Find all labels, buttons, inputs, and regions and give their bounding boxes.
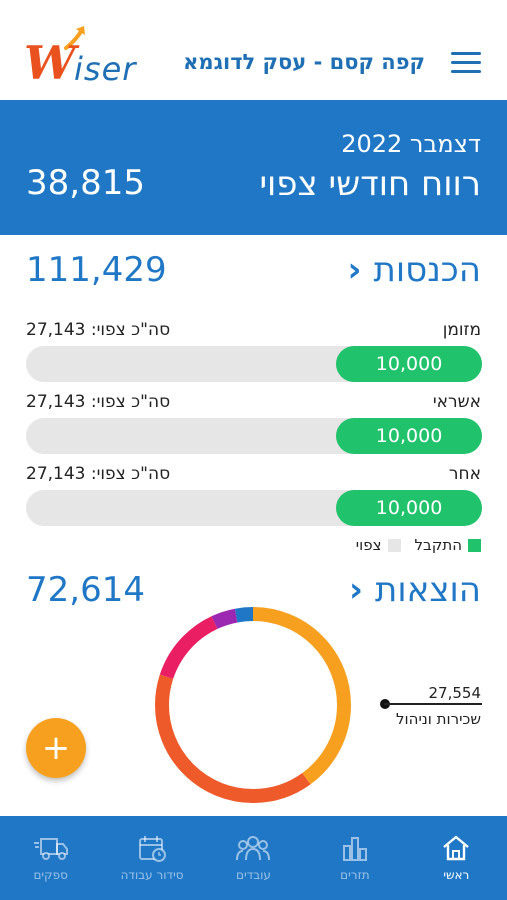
people-icon [236, 836, 271, 861]
nav-label: ספקים [33, 868, 68, 882]
truck-icon [33, 838, 68, 860]
callout-label: שכירות וניהול [396, 710, 481, 728]
business-title: קפה קסם - עסק לדוגמא [183, 50, 425, 74]
expected-profit-label: רווח חודשי צפוי [259, 164, 481, 204]
chevron-left-icon: ‹ [347, 250, 362, 290]
legend-received-label: התקבל [414, 536, 463, 554]
nav-item-suppliers[interactable]: ספקים [0, 816, 101, 900]
income-progress-track: 10,000 [26, 490, 482, 526]
expenses-total: 72,614 [26, 570, 145, 610]
income-row-expected: סה"כ צפוי: 27,143 [26, 464, 171, 484]
chevron-left-icon: ‹ [349, 570, 364, 610]
income-progress-fill: 10,000 [336, 346, 482, 382]
legend-expected: צפוי [356, 536, 401, 554]
app-header: W iser קפה קסם - עסק לדוגמא [0, 0, 507, 100]
income-row-label: אשראי [432, 392, 481, 412]
donut-segment-4[interactable] [155, 607, 351, 803]
callout-line [384, 703, 482, 705]
bottom-nav: ראשי תזרים עובדים סידור עבודה [0, 816, 507, 900]
expenses-section-link[interactable]: הוצאות ‹ [349, 570, 481, 610]
nav-item-cashflow[interactable]: תזרים [304, 816, 405, 900]
add-button[interactable]: + [26, 718, 86, 778]
donut-segment-1[interactable] [155, 607, 351, 803]
nav-label: סידור עבודה [120, 868, 184, 882]
income-progress-fill: 10,000 [336, 490, 482, 526]
legend-swatch-received [468, 538, 481, 552]
income-row-label: אחר [448, 464, 481, 484]
legend-swatch-expected [387, 538, 401, 552]
expected-profit-value: 38,815 [26, 163, 145, 203]
income-row-expected: סה"כ צפוי: 27,143 [26, 320, 171, 340]
nav-item-employees[interactable]: עובדים [203, 816, 304, 900]
legend-expected-label: צפוי [355, 536, 382, 554]
legend-received: התקבל [414, 536, 481, 554]
callout-value: 27,554 [428, 684, 482, 702]
nav-item-schedule[interactable]: סידור עבודה [101, 816, 202, 900]
income-legend: התקבל צפוי [342, 536, 481, 554]
income-progress-track: 10,000 [26, 418, 482, 454]
calendar-icon [139, 836, 167, 862]
nav-label: עובדים [236, 868, 271, 882]
home-icon [443, 835, 470, 861]
bar-chart-icon [342, 837, 367, 861]
month-label: דצמבר 2022 [341, 130, 481, 158]
income-progress-fill: 10,000 [336, 418, 482, 454]
wiser-logo: W iser [24, 24, 154, 90]
income-total: 111,429 [26, 250, 167, 290]
income-row-expected: סה"כ צפוי: 27,143 [26, 392, 171, 412]
income-title: הכנסות [373, 250, 481, 290]
hamburger-menu-icon[interactable] [451, 52, 481, 74]
monthly-profit-banner: דצמבר 2022 רווח חודשי צפוי 38,815 [0, 100, 507, 235]
income-row-label: מזומן [442, 320, 481, 340]
nav-label: ראשי [443, 868, 470, 882]
expenses-donut-chart[interactable] [153, 605, 353, 805]
nav-label: תזרים [340, 868, 370, 882]
nav-item-home[interactable]: ראשי [406, 816, 507, 900]
income-section-link[interactable]: הכנסות ‹ [348, 250, 482, 290]
expenses-title: הוצאות [375, 570, 481, 610]
income-progress-track: 10,000 [26, 346, 482, 382]
